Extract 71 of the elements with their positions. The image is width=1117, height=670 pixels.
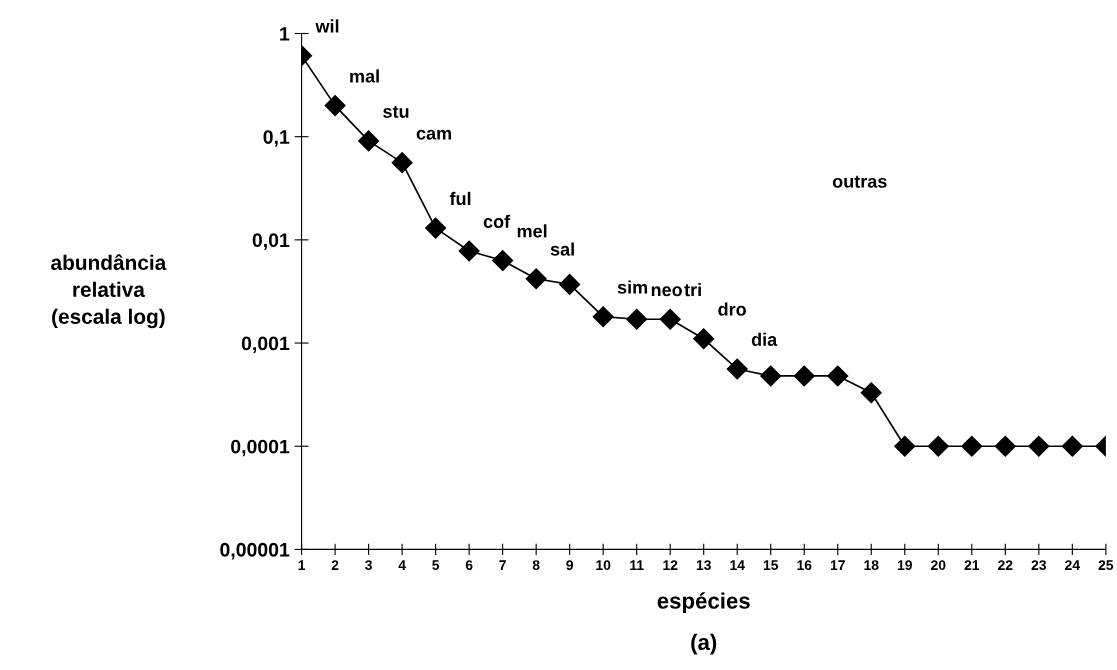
text: (a) xyxy=(691,633,717,655)
point xyxy=(391,152,413,174)
point xyxy=(927,435,949,457)
x-tick-label: 15 xyxy=(763,560,779,571)
point xyxy=(894,435,916,457)
x-tick-label: 23 xyxy=(1031,560,1047,571)
x-tick-label: 22 xyxy=(998,560,1013,570)
x-tick-label: 17 xyxy=(830,560,845,570)
x-tick-label: 13 xyxy=(696,560,711,571)
point xyxy=(659,308,681,330)
annotation: ful xyxy=(449,191,471,206)
annotation: tri xyxy=(684,282,701,297)
x-tick-label: 10 xyxy=(596,560,611,571)
x-tick-label: 2 xyxy=(331,560,339,570)
point xyxy=(693,328,715,350)
annotation: sim xyxy=(617,280,648,294)
x-tick-label: 20 xyxy=(931,560,946,571)
y-axis-title: abundância relativa (escala log) xyxy=(51,254,167,329)
x-tick-label: 5 xyxy=(432,560,440,571)
x-tick-label: 16 xyxy=(797,560,812,571)
x-tick-label: 25 xyxy=(1098,560,1114,571)
point xyxy=(827,365,849,387)
y-tick-label: 0,001 xyxy=(241,336,290,354)
annotation: neo xyxy=(651,286,682,297)
x-tick-label: 21 xyxy=(964,560,980,570)
y-tick-label: 0,0001 xyxy=(231,439,290,457)
annotation: wil xyxy=(315,19,339,33)
point xyxy=(793,365,815,387)
x-tick-label: 4 xyxy=(398,560,406,570)
x-tick-label: 8 xyxy=(532,560,540,571)
x-tick-label: 19 xyxy=(897,560,912,571)
x-tick-label: 24 xyxy=(1065,560,1080,570)
y-tick-label: 0,1 xyxy=(263,130,290,147)
x-tick-label: 18 xyxy=(864,560,879,571)
y-tick-label: 0,01 xyxy=(252,233,290,250)
annotation: mal xyxy=(350,69,379,83)
x-tick-label: 6 xyxy=(465,560,473,571)
point xyxy=(425,217,447,239)
point xyxy=(760,365,782,387)
annotation: outras xyxy=(832,175,887,188)
point xyxy=(592,306,614,328)
annotation: stu xyxy=(383,105,409,118)
point xyxy=(358,130,380,152)
annotation: mel xyxy=(517,224,547,238)
point xyxy=(492,250,514,272)
y-tick-label: 0,00001 xyxy=(220,542,290,560)
point xyxy=(994,435,1016,457)
x-tick-label: 14 xyxy=(730,560,745,570)
point xyxy=(860,382,882,404)
point xyxy=(1028,435,1050,457)
x-tick-label: 7 xyxy=(499,560,506,570)
point xyxy=(961,435,983,457)
annotation: dia xyxy=(751,332,778,347)
x-axis-title: espécies xyxy=(657,592,750,614)
point xyxy=(525,268,547,290)
annotation: cof xyxy=(483,214,511,228)
point xyxy=(324,95,346,117)
annotation: dro xyxy=(718,302,746,316)
x-tick-label: 12 xyxy=(663,560,678,570)
annotation: cam xyxy=(416,129,452,140)
x-tick-label: 11 xyxy=(630,560,644,570)
point xyxy=(559,273,581,295)
annotation: sal xyxy=(550,242,574,256)
point xyxy=(458,240,480,262)
point xyxy=(726,358,748,380)
point xyxy=(1061,435,1083,457)
x-tick-label: 3 xyxy=(365,560,372,571)
point xyxy=(626,308,648,330)
x-tick-label: 1 xyxy=(298,560,306,570)
y-tick-label: 1 xyxy=(280,27,290,41)
x-tick-label: 9 xyxy=(566,560,574,571)
